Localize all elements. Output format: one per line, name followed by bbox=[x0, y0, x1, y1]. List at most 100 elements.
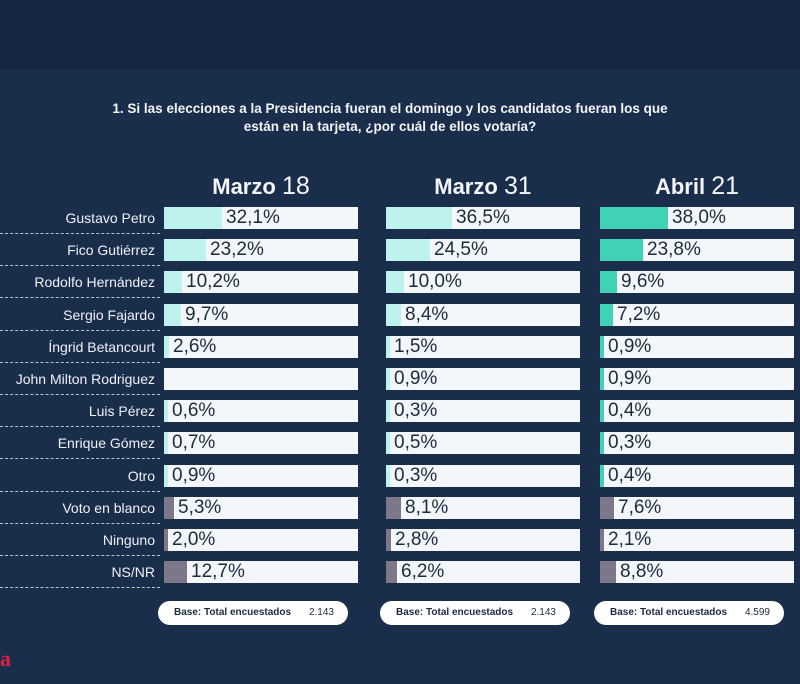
row-separator bbox=[0, 426, 160, 428]
bar-value-label: 1,5% bbox=[394, 335, 438, 357]
category-label: Otro bbox=[127, 467, 155, 484]
bar-fill bbox=[386, 561, 397, 584]
bar-fill bbox=[600, 303, 613, 326]
category-label: Luis Pérez bbox=[88, 403, 155, 420]
column-header-0: Marzo 18 bbox=[164, 172, 358, 201]
bar-fill bbox=[600, 561, 616, 584]
column-header-word: Marzo bbox=[434, 174, 504, 199]
bar-fill bbox=[386, 368, 390, 390]
bar-track: 10,2% bbox=[164, 271, 358, 294]
bar-track: 38,0% bbox=[600, 207, 794, 229]
bar-track: 2,0% bbox=[164, 529, 358, 551]
bar-value-label: 38,0% bbox=[672, 207, 726, 228]
bar-value-label: 36,5% bbox=[456, 207, 510, 228]
bar-value-label: 0,9% bbox=[172, 464, 216, 486]
bar-track: 6,2% bbox=[386, 561, 580, 584]
bar-value-label: 10,2% bbox=[186, 271, 240, 293]
category-label: Fico Gutiérrez bbox=[67, 242, 155, 259]
bar-value-label: 0,6% bbox=[172, 400, 216, 422]
bar-value-label: 0,4% bbox=[608, 464, 652, 486]
bar-fill bbox=[386, 303, 401, 326]
bar-track: 0,5% bbox=[386, 432, 580, 455]
row-separator bbox=[0, 265, 160, 267]
bar-fill bbox=[386, 271, 404, 294]
bar-fill bbox=[386, 432, 390, 455]
bar-fill bbox=[600, 529, 604, 551]
bar-value-label: 2,1% bbox=[608, 529, 652, 550]
bar-value-label: 0,4% bbox=[608, 400, 652, 422]
bar-fill bbox=[600, 496, 614, 519]
bar-value-label: 8,8% bbox=[620, 561, 664, 583]
row-separator bbox=[0, 394, 160, 395]
row-separator bbox=[0, 233, 160, 234]
bar-fill bbox=[600, 271, 617, 294]
bar-fill bbox=[164, 496, 174, 519]
bar-track: 2,6% bbox=[164, 335, 358, 358]
base-value: 4.599 bbox=[744, 607, 770, 618]
base-label: Base: Total encuestados bbox=[610, 607, 728, 618]
bar-track: 9,7% bbox=[164, 303, 358, 326]
bar-track: 8,8% bbox=[600, 561, 794, 584]
bar-track: 0,7% bbox=[164, 432, 358, 455]
bar-track: 36,5% bbox=[386, 207, 580, 229]
bar-fill bbox=[164, 271, 182, 294]
bar-track: 0,4% bbox=[600, 400, 794, 423]
bar-track: 0,3% bbox=[600, 432, 794, 455]
bar-track: 0,4% bbox=[600, 464, 794, 487]
bar-value-label: 7,6% bbox=[618, 496, 662, 518]
bar-fill bbox=[164, 335, 169, 358]
bar-value-label: 0,5% bbox=[394, 432, 438, 454]
bar-fill bbox=[600, 400, 604, 423]
bar-track: 0,6% bbox=[164, 400, 358, 423]
bar-track: 9,6% bbox=[600, 271, 794, 294]
bar-track: 0,3% bbox=[386, 464, 580, 487]
bar-value-label: 7,2% bbox=[617, 303, 661, 325]
bar-value-label: 2,8% bbox=[395, 529, 439, 550]
base-label: Base: Total encuestados bbox=[174, 607, 292, 618]
bar-value-label: 5,3% bbox=[178, 496, 222, 518]
category-label: Rodolfo Hernández bbox=[34, 274, 155, 291]
bar-value-label: 0,3% bbox=[608, 432, 652, 454]
bar-value-label: 0,3% bbox=[394, 464, 438, 486]
bar-value-label: 8,1% bbox=[405, 496, 449, 518]
bar-value-label: 0,9% bbox=[394, 368, 438, 389]
bar-value-label: 0,3% bbox=[394, 400, 438, 422]
bar-fill bbox=[164, 464, 168, 487]
column-header-number: 31 bbox=[503, 172, 532, 200]
bar-fill bbox=[164, 239, 206, 262]
category-label: Enrique Gómez bbox=[57, 435, 155, 452]
bar-value-label: 2,0% bbox=[172, 529, 216, 550]
row-separator bbox=[0, 458, 160, 460]
bar-value-label: 8,4% bbox=[405, 303, 449, 325]
bar-track bbox=[164, 368, 358, 390]
bar-track: 7,2% bbox=[600, 303, 794, 326]
bar-track: 12,7% bbox=[164, 561, 358, 584]
bar-fill bbox=[386, 239, 430, 262]
bar-track: 0,3% bbox=[386, 400, 580, 423]
base-value: 2.143 bbox=[308, 607, 334, 618]
bar-fill bbox=[386, 529, 391, 551]
bar-track: 8,4% bbox=[386, 303, 580, 326]
question-title: 1. Si las elecciones a la Presidencia fu… bbox=[112, 101, 668, 134]
bar-track: 0,9% bbox=[386, 368, 580, 390]
bar-fill bbox=[600, 239, 643, 262]
row-separator bbox=[0, 522, 160, 524]
category-label: Ninguno bbox=[102, 532, 155, 548]
column-header-number: 18 bbox=[281, 172, 310, 200]
category-label: John Milton Rodriguez bbox=[15, 371, 155, 387]
row-separator bbox=[0, 297, 160, 299]
row-separator bbox=[0, 490, 160, 492]
bar-track: 1,5% bbox=[386, 335, 580, 358]
base-sample-pill: Base: Total encuestados 2.143 bbox=[380, 601, 570, 625]
bar-fill bbox=[600, 207, 668, 229]
bar-value-label: 0,9% bbox=[608, 368, 652, 389]
bar-fill bbox=[600, 432, 604, 455]
bar-fill bbox=[386, 464, 390, 487]
base-label: Base: Total encuestados bbox=[396, 607, 514, 618]
bar-fill bbox=[164, 529, 168, 551]
row-separator bbox=[0, 555, 160, 556]
top-band bbox=[0, 0, 800, 70]
base-sample-pill: Base: Total encuestados 2.143 bbox=[158, 601, 348, 625]
category-label: Sergio Fajardo bbox=[63, 306, 155, 323]
bar-fill bbox=[386, 207, 452, 229]
